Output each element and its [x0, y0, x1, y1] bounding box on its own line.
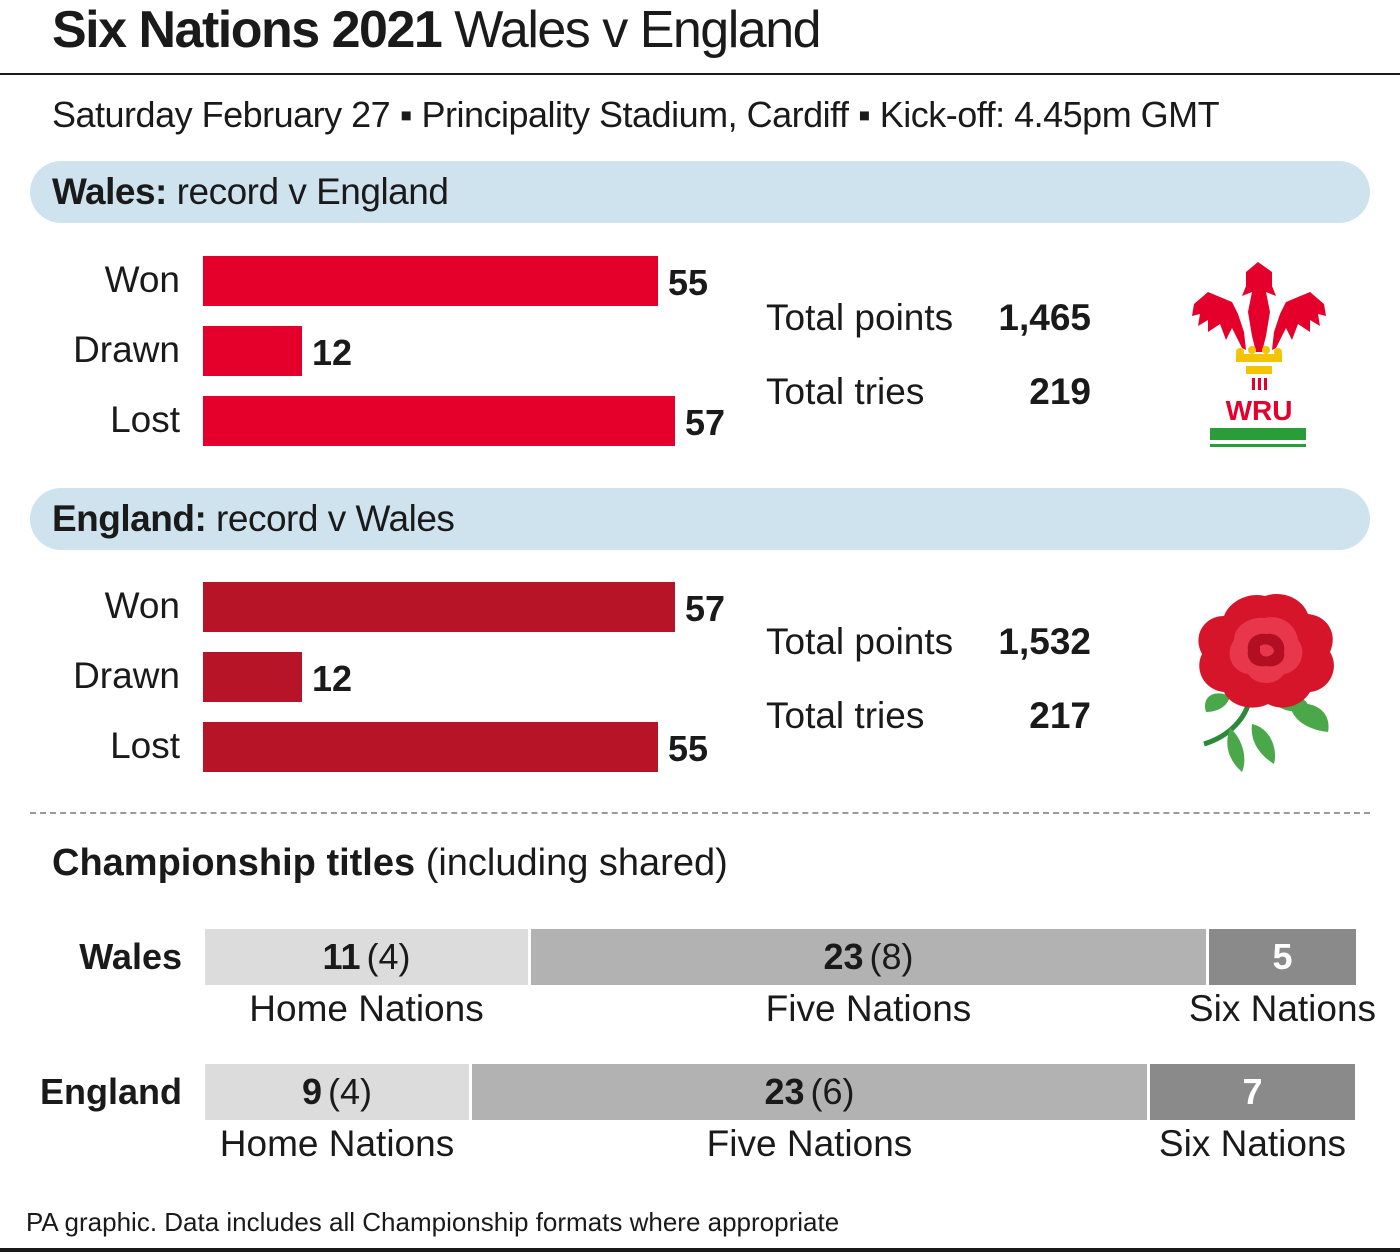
wales-total-tries-label: Total tries [766, 371, 925, 412]
section-divider [30, 812, 1370, 814]
wales-home-nations-count: 11 [322, 936, 361, 977]
england-total-points-value: 1,532 [998, 621, 1091, 662]
england-header-pill [30, 488, 1370, 550]
wales-five-nations-count: 23 [823, 936, 864, 977]
page-title: Six Nations 2021 Wales v England [52, 0, 822, 64]
wales-five-nations-segment: 23 (8) [531, 929, 1206, 985]
wales-bar-value-won: 55 [668, 262, 709, 303]
bottom-rule [0, 1248, 1400, 1252]
wales-row-label-lost: Lost [110, 399, 180, 440]
england-row-label-lost: Lost [110, 725, 180, 766]
wales-header-text: Wales: record v England [52, 161, 449, 223]
england-team-label: England: [52, 498, 207, 539]
wales-five-nations-shared: (8) [869, 936, 914, 977]
wales-bar-value-lost: 57 [685, 402, 726, 443]
england-bar-value-drawn: 12 [312, 658, 353, 699]
england-titles-label: England [40, 1071, 182, 1112]
wales-bar-lost [203, 396, 675, 446]
wales-titles-label: Wales [79, 936, 182, 977]
source-note: PA graphic. Data includes all Championsh… [26, 1207, 840, 1237]
england-total-tries-value: 217 [1029, 695, 1091, 736]
england-six-nations-count: 7 [1242, 1071, 1263, 1112]
titles-heading: Championship titles (including shared) [52, 840, 728, 886]
wales-six-nations-label: Six Nations [1188, 988, 1377, 1029]
england-five-nations-shared: (6) [810, 1071, 855, 1112]
title-strong: Six Nations 2021 [52, 1, 443, 59]
wales-row-label-drawn: Drawn [73, 329, 180, 370]
england-six-nations-segment: 7 [1150, 1064, 1355, 1120]
england-home-nations-shared: (4) [328, 1071, 373, 1112]
england-total-points-label: Total points [766, 621, 954, 662]
wales-total-points-label: Total points [766, 297, 954, 338]
england-caption: record v Wales [216, 498, 455, 539]
wru-logo-text: WRU [1226, 395, 1293, 426]
wales-team-label: Wales: [52, 171, 167, 212]
england-bar-won [203, 582, 675, 632]
england-bar-value-won: 57 [685, 588, 726, 629]
wales-home-nations-label: Home Nations [249, 988, 484, 1029]
titles-heading-strong: Championship titles [52, 842, 416, 884]
wales-home-nations-segment: 11 (4) [205, 929, 528, 985]
wales-bar-won [203, 256, 658, 306]
england-row-label-drawn: Drawn [73, 655, 180, 696]
match-details: Saturday February 27 ▪ Principality Stad… [52, 94, 1220, 135]
wales-row-label-won: Won [104, 259, 180, 300]
england-rose-logo [1198, 594, 1334, 772]
england-bar-value-lost: 55 [668, 728, 709, 769]
title-light: Wales v England [454, 1, 821, 59]
england-header-text: England: record v Wales [52, 488, 455, 550]
wales-total-tries-value: 219 [1029, 371, 1091, 412]
wales-home-nations-shared: (4) [366, 936, 411, 977]
wales-bar-drawn [203, 326, 302, 376]
wru-feathers-logo: WRU [1192, 262, 1326, 447]
england-bar-drawn [203, 652, 302, 702]
titles-heading-note: (including shared) [425, 842, 728, 884]
england-five-nations-segment: 23 (6) [472, 1064, 1147, 1120]
wales-six-nations-segment: 5 [1209, 929, 1356, 985]
england-five-nations-count: 23 [764, 1071, 805, 1112]
england-total-tries-label: Total tries [766, 695, 925, 736]
wales-six-nations-count: 5 [1272, 936, 1293, 977]
england-home-nations-count: 9 [301, 1071, 323, 1112]
top-rule [0, 73, 1400, 75]
wales-bar-value-drawn: 12 [312, 332, 353, 373]
wales-header-pill [30, 161, 1370, 223]
england-home-nations-label: Home Nations [219, 1123, 455, 1164]
england-row-label-won: Won [104, 585, 180, 626]
wales-total-points-value: 1,465 [998, 297, 1091, 338]
england-six-nations-label: Six Nations [1158, 1123, 1347, 1164]
england-home-nations-segment: 9 (4) [205, 1064, 469, 1120]
england-five-nations-label: Five Nations [706, 1123, 913, 1164]
england-bar-lost [203, 722, 658, 772]
wales-five-nations-label: Five Nations [765, 988, 972, 1029]
wales-caption: record v England [176, 171, 449, 212]
